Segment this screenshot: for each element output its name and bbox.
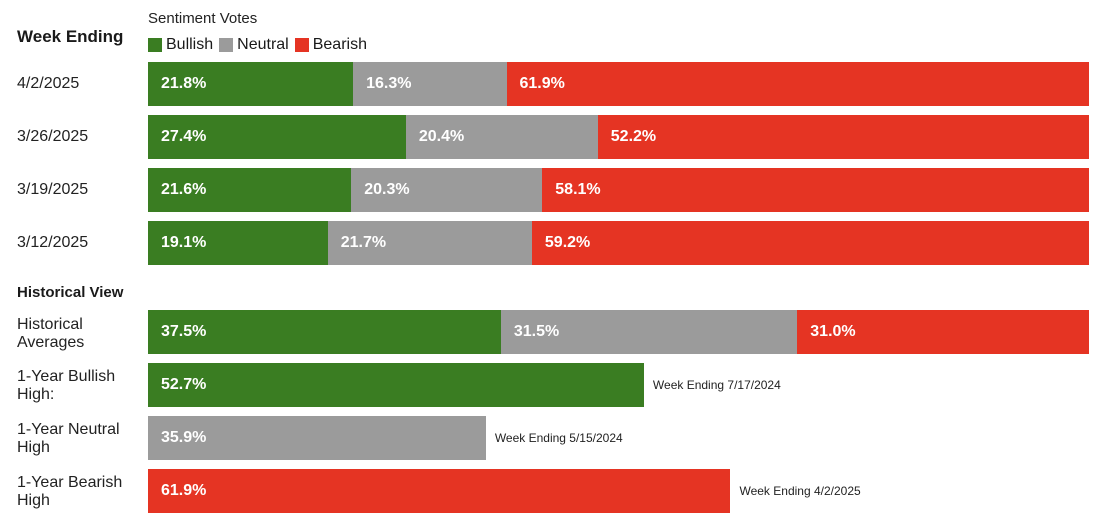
- week-bar: 27.4% 20.4% 52.2%: [148, 115, 1089, 159]
- week-label: 3/26/2025: [17, 128, 89, 145]
- legend-label-bullish: Bullish: [166, 36, 214, 53]
- week-label: 3/19/2025: [17, 181, 89, 198]
- high-bar-neutral: 35.9%: [148, 416, 486, 460]
- high-note: Week Ending 5/15/2024: [494, 431, 623, 445]
- bar-segment-neutral: 21.7%: [327, 221, 532, 265]
- legend-swatch-bullish: [148, 38, 162, 52]
- bar-segment-bullish: 21.8%: [148, 62, 354, 106]
- high-label: 1-Year Bullish High:: [17, 368, 116, 403]
- high-label: 1-Year Neutral High: [17, 421, 120, 456]
- week-bar: 21.6% 20.3% 58.1%: [148, 168, 1089, 212]
- bar-segment-neutral: 35.9%: [148, 416, 486, 460]
- week-label: 4/2/2025: [17, 75, 80, 92]
- legend-swatch-neutral: [219, 38, 234, 52]
- bar-segment-bearish: 58.1%: [542, 168, 1089, 212]
- bar-segment-bearish: 61.9%: [506, 62, 1089, 106]
- week-bar: 19.1% 21.7% 59.2%: [148, 221, 1089, 265]
- week-ending-header: Week Ending: [17, 27, 124, 46]
- week-bar: 21.8% 16.3% 61.9%: [148, 62, 1089, 106]
- bar-segment-bullish: 21.6%: [148, 168, 352, 212]
- week-label: 3/12/2025: [17, 234, 89, 251]
- bar-segment-bearish: 31.0%: [797, 310, 1089, 354]
- bar-segment-bearish: 52.2%: [597, 115, 1089, 159]
- bar-segment-bullish: 19.1%: [148, 221, 328, 265]
- bar-segment-neutral: 31.5%: [500, 310, 798, 354]
- bar-segment-bullish: 37.5%: [148, 310, 501, 354]
- high-note: Week Ending 4/2/2025: [739, 484, 861, 498]
- bar-segment-neutral: 16.3%: [353, 62, 507, 106]
- high-note: Week Ending 7/17/2024: [652, 378, 781, 392]
- historical-averages-label: Historical Averages: [17, 316, 85, 351]
- legend-label-bearish: Bearish: [312, 36, 367, 53]
- sentiment-votes-header: Sentiment Votes: [148, 10, 258, 27]
- high-bar-bullish: 52.7%: [148, 363, 644, 407]
- bar-segment-neutral: 20.4%: [405, 115, 598, 159]
- high-bar-bearish: 61.9%: [148, 469, 731, 513]
- historical-view-header: Historical View: [17, 284, 124, 301]
- bar-segment-bearish: 61.9%: [148, 469, 731, 513]
- legend-label-neutral: Neutral: [237, 36, 289, 53]
- legend-item-neutral: Neutral: [219, 36, 289, 54]
- legend: Bullish Neutral Bearish: [148, 36, 373, 54]
- bar-segment-bullish: 52.7%: [148, 363, 644, 407]
- high-label: 1-Year Bearish High: [17, 474, 123, 509]
- bar-segment-bearish: 59.2%: [531, 221, 1089, 265]
- legend-item-bullish: Bullish: [148, 36, 213, 54]
- legend-item-bearish: Bearish: [294, 36, 367, 54]
- historical-averages-bar: 37.5% 31.5% 31.0%: [148, 310, 1089, 354]
- legend-swatch-bearish: [294, 38, 309, 52]
- bar-segment-bullish: 27.4%: [148, 115, 406, 159]
- bar-segment-neutral: 20.3%: [351, 168, 543, 212]
